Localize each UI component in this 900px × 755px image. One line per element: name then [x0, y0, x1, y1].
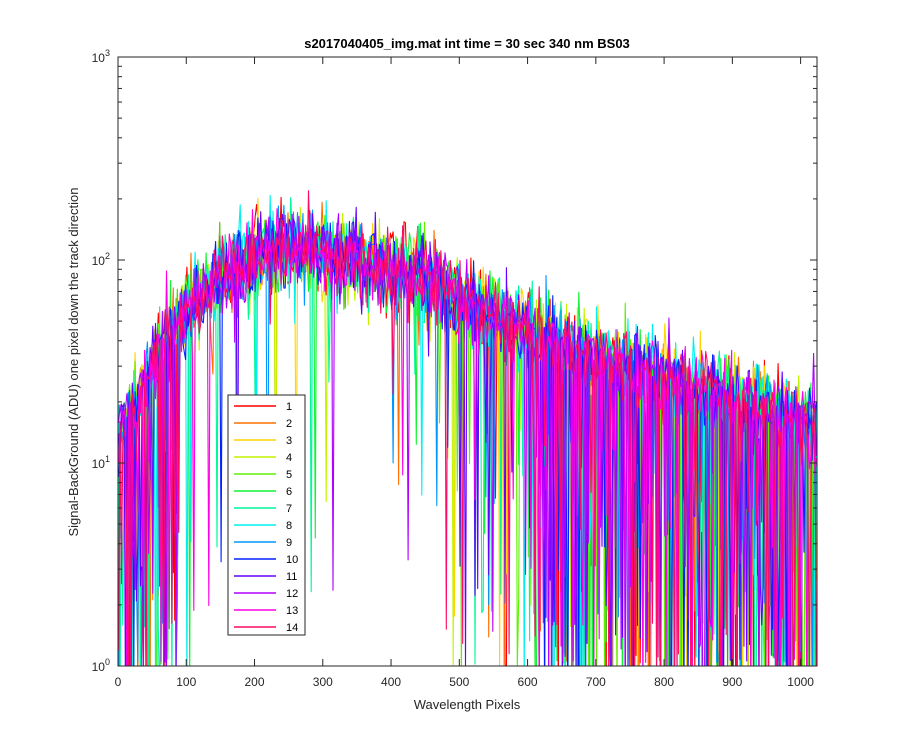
x-tick-label: 100 — [176, 675, 196, 689]
x-tick-label: 1000 — [787, 675, 814, 689]
legend-label-11: 11 — [286, 571, 297, 583]
legend-label-1: 1 — [286, 401, 292, 413]
legend-label-7: 7 — [286, 503, 292, 515]
series-line-14 — [118, 190, 817, 666]
chart-title: s2017040405_img.mat int time = 30 sec 34… — [304, 36, 630, 51]
legend-box — [227, 394, 306, 636]
legend-label-9: 9 — [286, 537, 292, 549]
legend-label-2: 2 — [286, 418, 292, 430]
legend-label-6: 6 — [286, 486, 292, 498]
x-tick-label: 800 — [654, 675, 674, 689]
legend-label-10: 10 — [286, 554, 298, 566]
axes-box — [117, 56, 818, 667]
ticks-layer: 0 100 200 300 400 500 600 700 800 900 100010010110… — [92, 48, 817, 689]
x-tick-label: 900 — [722, 675, 742, 689]
legend-label-13: 13 — [286, 605, 298, 617]
legend-label-12: 12 — [286, 588, 298, 600]
x-tick-label: 500 — [449, 675, 469, 689]
y-axis-label: Signal-BackGround (ADU) one pixel down t… — [66, 187, 81, 536]
y-tick-label: 100 — [92, 657, 110, 674]
legend-label-14: 14 — [286, 622, 298, 634]
legend-label-5: 5 — [286, 469, 292, 481]
x-tick-label: 400 — [381, 675, 401, 689]
legend-label-3: 3 — [286, 435, 292, 447]
x-tick-label: 200 — [245, 675, 265, 689]
series-layer — [118, 190, 817, 666]
x-tick-label: 0 — [115, 675, 122, 689]
legend-label-4: 4 — [286, 452, 292, 464]
legend-label-8: 8 — [286, 520, 292, 532]
x-tick-label: 300 — [313, 675, 333, 689]
y-tick-label: 102 — [92, 251, 110, 268]
y-tick-label: 103 — [92, 48, 110, 65]
y-tick-label: 101 — [92, 454, 110, 471]
x-tick-label: 700 — [586, 675, 606, 689]
x-axis-label: Wavelength Pixels — [414, 697, 521, 712]
x-tick-label: 600 — [518, 675, 538, 689]
